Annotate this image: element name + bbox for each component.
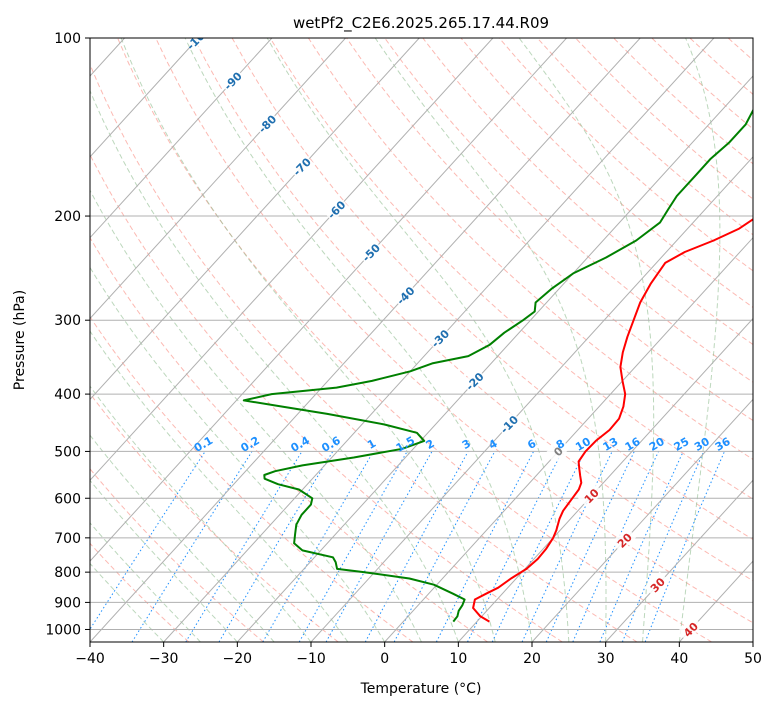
mixing-ratio-line <box>572 451 660 642</box>
moist-adiabat <box>90 385 312 642</box>
mixing-ratio-line <box>185 451 303 642</box>
isotherm-label-bg <box>392 282 418 308</box>
moist-adiabat <box>90 266 386 642</box>
y-tick-label: 900 <box>54 595 81 611</box>
mixing-ratio-line <box>621 451 705 642</box>
isotherms <box>90 38 753 642</box>
y-axis-label: Pressure (hPa) <box>12 290 28 390</box>
mixing-ratio-line <box>325 451 433 642</box>
isotherm-label-bg <box>253 110 280 136</box>
profile-series <box>242 108 753 623</box>
isotherm-line <box>90 38 273 239</box>
dry-adiabat <box>117 38 712 642</box>
x-tick-label: −40 <box>75 651 105 667</box>
dry-adiabat <box>422 38 753 346</box>
x-tick-label: −20 <box>223 651 253 667</box>
plot-frame <box>89 37 754 643</box>
moist-adiabat <box>518 38 655 642</box>
isotherm-line <box>90 38 641 642</box>
mixing-ratio-line <box>599 451 684 642</box>
x-tick-label: −30 <box>149 651 179 667</box>
isotherm-label-bg <box>219 67 245 93</box>
x-tick-label: 50 <box>744 651 762 667</box>
isotherm-label-bg <box>288 153 314 179</box>
x-tick-label: 30 <box>597 651 615 667</box>
isotherm-line <box>90 38 567 562</box>
isotherm-label-bg <box>644 571 670 597</box>
isotherm-label-bg <box>495 410 522 437</box>
isotherm-label-bg <box>461 367 487 394</box>
y-axis-ticks: 100 200 300 400 500 600 700 800 900 1000 <box>45 31 90 638</box>
mixing-ratio-line <box>90 451 206 631</box>
moist-adiabats <box>90 38 721 642</box>
isotherm-line <box>90 38 199 158</box>
y-tick-label: 500 <box>54 444 81 460</box>
y-tick-label: 600 <box>54 491 81 507</box>
isotherm-line <box>605 479 753 642</box>
moist-adiabat <box>90 434 275 642</box>
dry-adiabat <box>155 38 753 624</box>
isotherm-line <box>236 75 753 642</box>
y-tick-label: 1000 <box>45 622 81 638</box>
temperature-profile-line <box>472 218 753 623</box>
x-axis-ticks: −40 −30 −20 −10 0 10 20 30 40 50 <box>75 642 762 667</box>
isotherm-label-bg <box>611 526 637 553</box>
y-tick-label: 100 <box>54 31 81 47</box>
x-tick-label: 20 <box>523 651 541 667</box>
dry-adiabat <box>90 63 638 642</box>
isotherm-label-bg <box>323 196 349 222</box>
mixing-ratio-line <box>364 451 469 642</box>
dry-adiabat <box>193 38 753 582</box>
moist-adiabat <box>184 38 533 642</box>
isotherm-line <box>384 236 753 642</box>
x-tick-label: −10 <box>296 651 326 667</box>
isotherm-label-bg <box>426 325 453 351</box>
isotherm-label-bg <box>677 616 703 642</box>
mixing-ratio-line <box>298 451 408 642</box>
isotherm-label-bg <box>577 482 604 508</box>
moist-adiabat <box>90 89 459 642</box>
y-tick-label: 800 <box>54 565 81 581</box>
dry-adiabat <box>384 38 753 383</box>
y-tick-label: 200 <box>54 209 81 225</box>
x-tick-label: 10 <box>449 651 467 667</box>
chart-title: wetPf2_C2E6.2025.265.17.44.R09 <box>293 14 549 33</box>
y-tick-label: 400 <box>54 387 81 403</box>
plot-area: -100-90-80-70-60-50-40-30-20-10010203040… <box>90 38 753 642</box>
dry-adiabat <box>90 153 563 642</box>
dry-adiabat <box>269 38 753 500</box>
x-tick-label: 0 <box>380 651 389 667</box>
moist-adiabat <box>678 38 721 642</box>
mixing-ratio-line <box>435 451 535 642</box>
moist-adiabat <box>90 330 349 642</box>
moist-adiabat <box>374 38 607 642</box>
x-tick-label: 40 <box>670 651 688 667</box>
moist-adiabat <box>266 38 570 642</box>
y-tick-label: 300 <box>54 313 81 329</box>
isotherm-line <box>310 156 753 642</box>
mixing-ratio-line <box>467 451 563 642</box>
isotherm-label-bg <box>544 437 571 464</box>
x-axis-label: Temperature (°C) <box>360 681 482 697</box>
isotherm-line <box>90 38 346 320</box>
dry-adiabat <box>307 38 753 461</box>
isotherm-label-bg <box>184 38 211 51</box>
pressure-gridlines <box>90 38 753 630</box>
isotherm-line <box>90 38 420 401</box>
moist-adiabat <box>120 38 496 642</box>
moist-adiabat <box>90 189 422 642</box>
y-tick-label: 700 <box>54 531 81 547</box>
dewpoint-profile-line <box>242 108 753 623</box>
isotherm-label-bg <box>357 239 384 265</box>
isotherm-line <box>90 38 494 482</box>
